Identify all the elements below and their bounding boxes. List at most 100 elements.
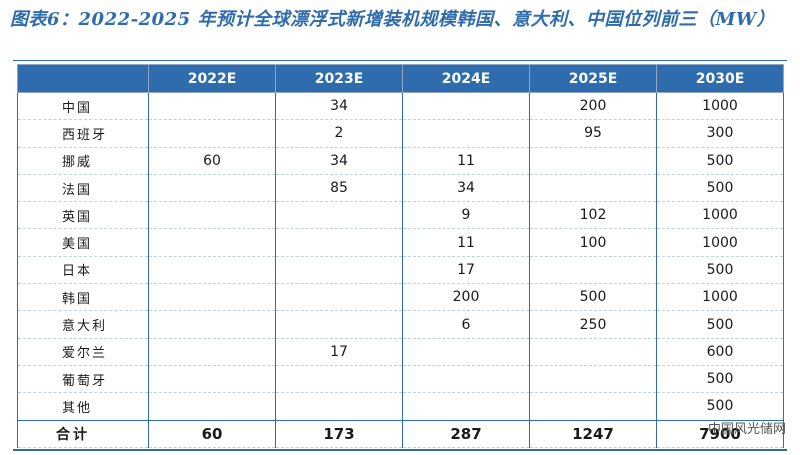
table-row: 西班牙 2 95 300: [17, 119, 784, 148]
value-cell: 60: [148, 147, 276, 175]
value-cell: 95: [529, 119, 657, 148]
table-row: 日本 17 500: [17, 256, 784, 285]
total-label: 合计: [17, 419, 149, 448]
value-cell: 500: [529, 283, 657, 312]
value-cell: [148, 228, 276, 257]
value-cell: 34: [275, 147, 403, 175]
table-row: 葡萄牙 500: [17, 365, 784, 394]
value-cell: 102: [529, 201, 657, 230]
value-cell: 500: [656, 147, 784, 175]
value-cell: [148, 256, 276, 285]
capacity-table: 2022E 2023E 2024E 2025E 2030E 中国 34 200 100…: [17, 64, 784, 448]
value-cell: [529, 174, 657, 203]
value-cell: 17: [402, 256, 530, 285]
country-cell: 爱尔兰: [17, 338, 149, 366]
watermark: 中国风光储网: [707, 422, 786, 437]
value-cell: 1000: [656, 283, 784, 312]
total-value-cell: 60: [148, 419, 276, 448]
figure-title: 图表6：2022-2025 年预计全球漂浮式新增装机规模韩国、意大利、中国位列前…: [10, 9, 776, 30]
value-cell: [529, 147, 657, 175]
country-cell: 意大利: [17, 310, 149, 339]
total-value-cell: 1247: [529, 419, 657, 448]
header-2023e: 2023E: [275, 64, 403, 93]
value-cell: 11: [402, 228, 530, 257]
header-row: 2022E 2023E 2024E 2025E 2030E: [17, 64, 784, 93]
header-2030e: 2030E: [656, 64, 784, 93]
value-cell: 2: [275, 119, 403, 148]
value-cell: 85: [275, 174, 403, 203]
value-cell: [148, 392, 276, 421]
bottom-rule: [13, 449, 787, 451]
country-cell: 法国: [17, 174, 149, 203]
country-cell: 其他: [17, 392, 149, 421]
value-cell: 34: [402, 174, 530, 203]
table-row: 爱尔兰 17 600: [17, 338, 784, 366]
header-corner: [17, 64, 149, 93]
country-cell: 葡萄牙: [17, 365, 149, 394]
value-cell: 200: [402, 283, 530, 312]
total-value-cell: 7900: [656, 419, 784, 448]
top-rule: [13, 60, 787, 61]
value-cell: [275, 392, 403, 421]
value-cell: [275, 283, 403, 312]
value-cell: [148, 365, 276, 394]
country-cell: 韩国: [17, 283, 149, 312]
value-cell: [402, 338, 530, 366]
total-value-cell: 173: [275, 419, 403, 448]
value-cell: 500: [656, 256, 784, 285]
value-cell: 600: [656, 338, 784, 366]
value-cell: [402, 365, 530, 394]
value-cell: 1000: [656, 92, 784, 121]
country-cell: 美国: [17, 228, 149, 257]
value-cell: 200: [529, 92, 657, 121]
value-cell: 500: [656, 392, 784, 421]
table-row: 韩国 200 500 1000: [17, 283, 784, 312]
value-cell: 11: [402, 147, 530, 175]
value-cell: [148, 92, 276, 121]
value-cell: [402, 119, 530, 148]
total-row: 合计 60 173 287 1247 7900: [17, 419, 784, 448]
country-cell: 挪威: [17, 147, 149, 175]
table-row: 英国 9 102 1000: [17, 201, 784, 230]
country-cell: 英国: [17, 201, 149, 230]
country-cell: 西班牙: [17, 119, 149, 148]
table-row: 美国 11 100 1000: [17, 228, 784, 257]
table-row: 法国 85 34 500: [17, 174, 784, 203]
header-2025e: 2025E: [529, 64, 657, 93]
value-cell: [148, 174, 276, 203]
total-value-cell: 287: [402, 419, 530, 448]
value-cell: 100: [529, 228, 657, 257]
value-cell: [275, 256, 403, 285]
table-row: 其他 500: [17, 392, 784, 421]
value-cell: [529, 392, 657, 421]
table-row: 挪威 60 34 11 500: [17, 147, 784, 175]
value-cell: 500: [656, 310, 784, 339]
table-row: 意大利 6 250 500: [17, 310, 784, 339]
value-cell: 17: [275, 338, 403, 366]
value-cell: [529, 338, 657, 366]
value-cell: 1000: [656, 228, 784, 257]
value-cell: [529, 256, 657, 285]
country-cell: 日本: [17, 256, 149, 285]
value-cell: 6: [402, 310, 530, 339]
value-cell: [148, 119, 276, 148]
value-cell: [275, 310, 403, 339]
country-cell: 中国: [17, 92, 149, 121]
value-cell: [275, 201, 403, 230]
value-cell: [148, 283, 276, 312]
header-2022e: 2022E: [148, 64, 276, 93]
value-cell: [148, 310, 276, 339]
value-cell: 1000: [656, 201, 784, 230]
value-cell: 250: [529, 310, 657, 339]
value-cell: 9: [402, 201, 530, 230]
value-cell: [402, 392, 530, 421]
value-cell: [275, 365, 403, 394]
value-cell: 500: [656, 365, 784, 394]
value-cell: [148, 201, 276, 230]
value-cell: 34: [275, 92, 403, 121]
header-2024e: 2024E: [402, 64, 530, 93]
value-cell: [402, 92, 530, 121]
value-cell: [148, 338, 276, 366]
value-cell: [275, 228, 403, 257]
value-cell: 300: [656, 119, 784, 148]
